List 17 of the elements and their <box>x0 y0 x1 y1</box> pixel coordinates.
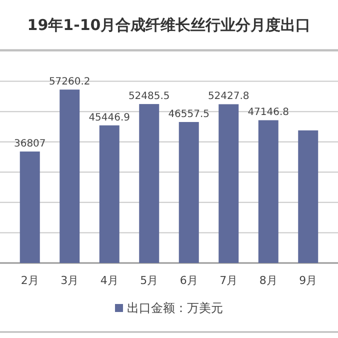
data-label: 47146.8 <box>248 107 290 118</box>
x-tick-label: 8月 <box>259 274 278 287</box>
data-label: 36807 <box>14 138 46 150</box>
x-tick-label: 5月 <box>140 274 158 287</box>
x-tick-label: 7月 <box>220 274 238 287</box>
x-tick-label: 4月 <box>100 274 118 287</box>
data-label: 57260.2 <box>48 76 90 88</box>
legend: 出口金额：万美元 <box>115 301 223 315</box>
title: 19年1-10月合成纤维长丝行业分月度出口 <box>27 16 311 34</box>
data-label: 46557.5 <box>168 108 210 120</box>
x-tick-label: 9月 <box>299 274 318 287</box>
x-tick-label: 6月 <box>180 274 198 287</box>
x-tick-label: 3月 <box>60 274 79 287</box>
x-tick-label: 2月 <box>20 274 39 287</box>
data-label: 45446.9 <box>88 112 130 124</box>
data-label: 52485.5 <box>128 91 170 102</box>
data-label: 52427.8 <box>208 91 250 102</box>
